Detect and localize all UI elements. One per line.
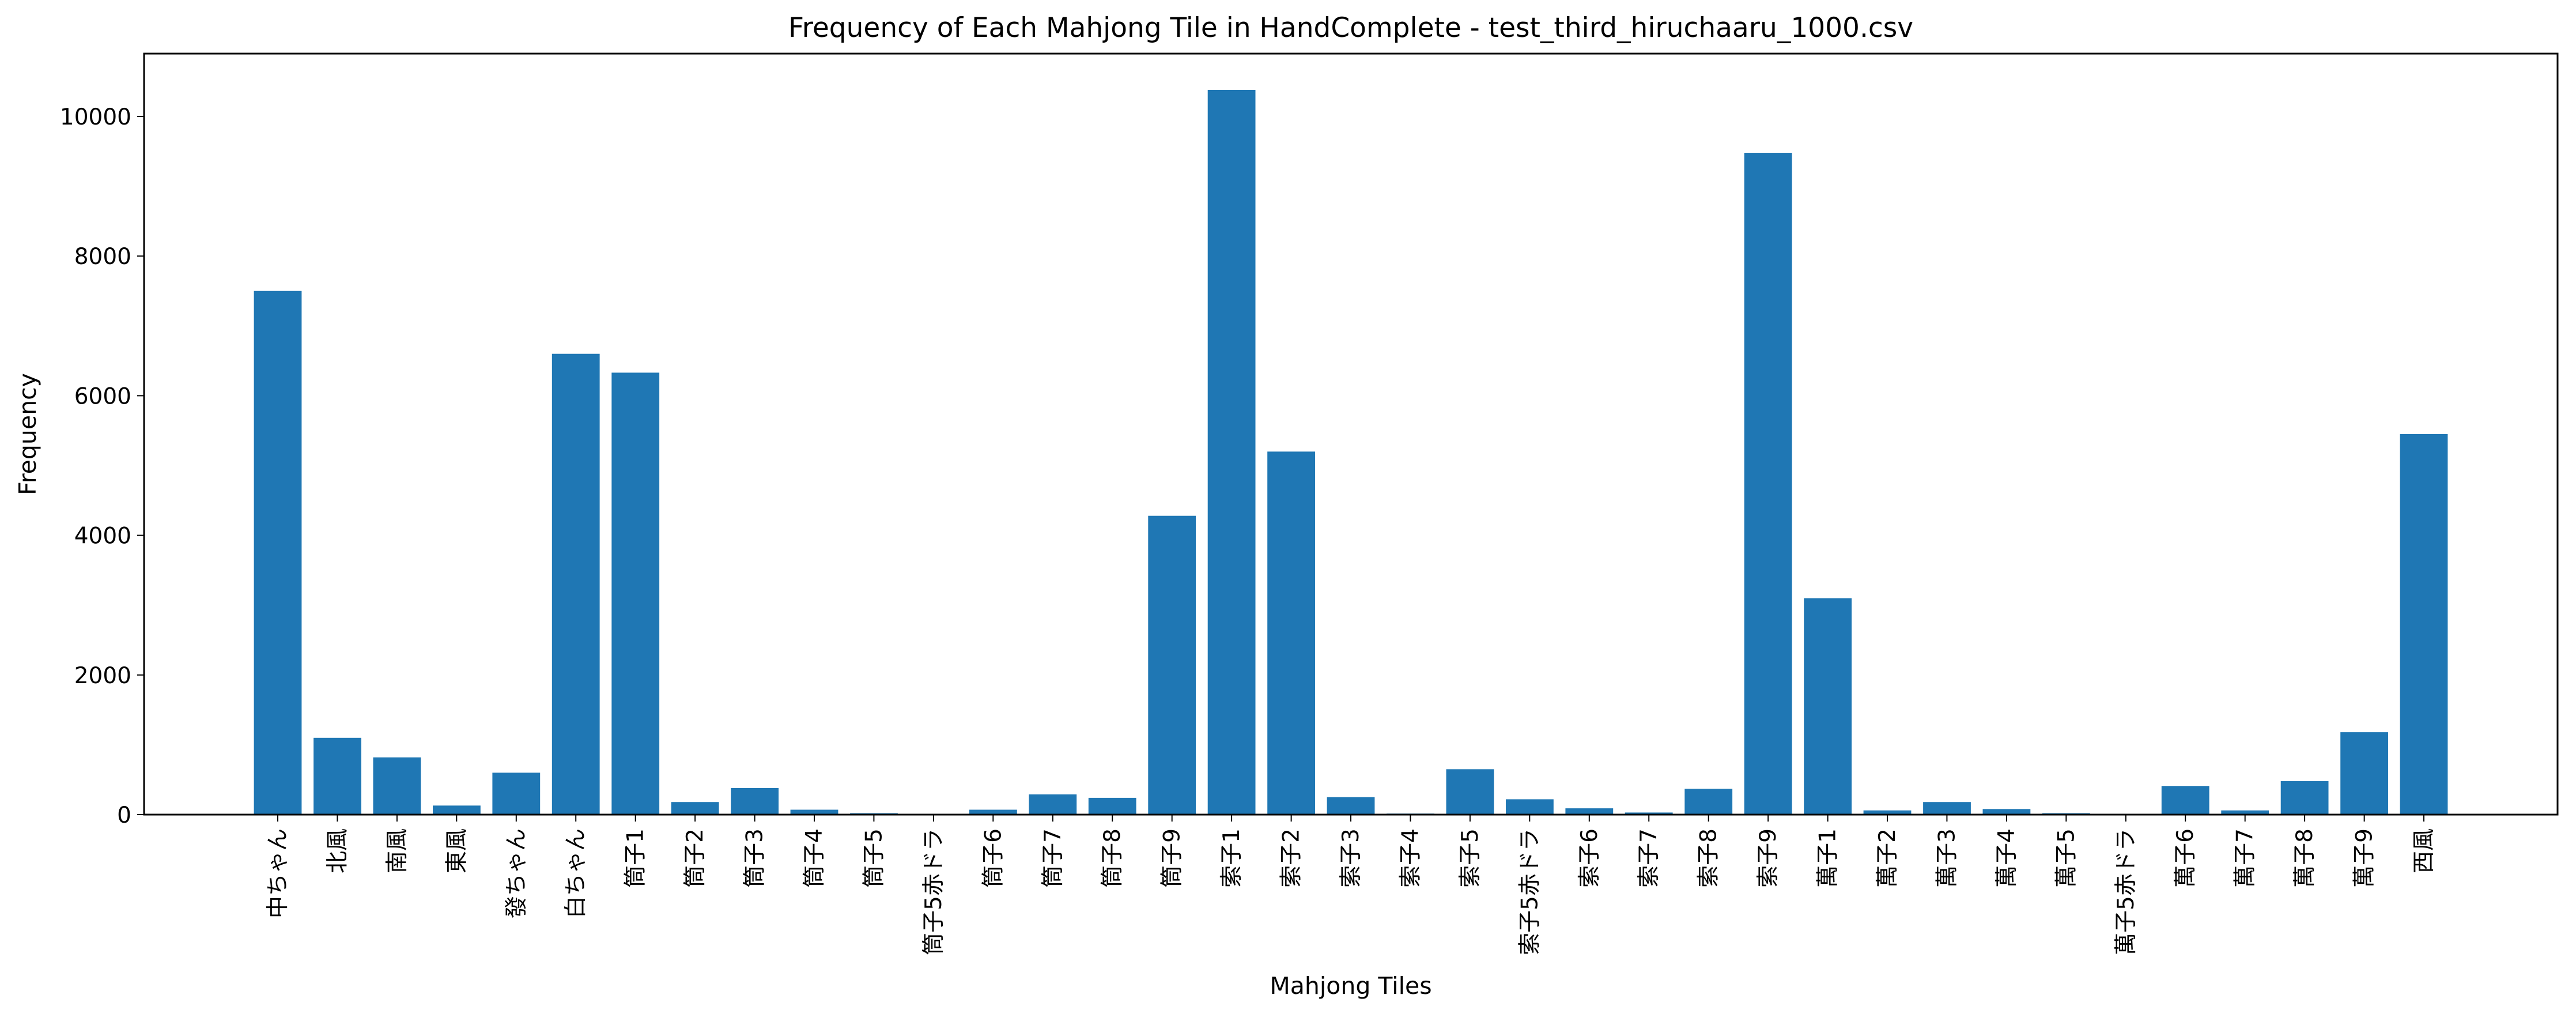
bar [1029, 794, 1077, 815]
y-tick-label: 0 [117, 803, 131, 828]
x-axis: 中ちゃん 北風 南風 東風 發ちゃん 白ちゃん 筒子1 筒子2 筒子3 筒子4 筒子5 筒子5赤ドラ 筒… [265, 815, 2437, 955]
bar [254, 291, 302, 815]
y-tick-label: 10000 [60, 104, 131, 130]
x-tick-label: 筒子6 [980, 828, 1006, 888]
bar [1207, 90, 1256, 815]
bar [1267, 451, 1315, 815]
x-tick-label: 索子7 [1636, 828, 1662, 888]
x-tick-label: 中ちゃん [265, 828, 291, 918]
bar [969, 809, 1017, 815]
bar [1863, 810, 1912, 815]
x-tick-label: 萬子6 [2173, 828, 2199, 888]
x-tick-label: 索子6 [1577, 828, 1603, 888]
x-tick-label: 筒子8 [1100, 828, 1125, 888]
bar [731, 788, 779, 815]
x-tick-label: 白ちゃん [563, 828, 589, 918]
bar [671, 802, 719, 815]
bar [313, 737, 361, 815]
bar [611, 372, 660, 815]
y-tick-label: 8000 [74, 244, 131, 270]
x-tick-label: 索子5赤ドラ [1517, 828, 1543, 955]
x-tick-label: 南風 [384, 828, 410, 873]
x-tick-label: 北風 [324, 828, 350, 873]
x-tick-label: 萬子9 [2352, 828, 2378, 888]
bar [1088, 797, 1136, 815]
x-tick-label: 筒子9 [1159, 828, 1185, 888]
x-tick-label: 發ちゃん [504, 828, 530, 918]
bar [2280, 781, 2329, 815]
x-tick-label: 筒子7 [1040, 828, 1066, 888]
x-tick-label: 筒子5赤ドラ [921, 828, 947, 955]
bar [790, 809, 838, 815]
x-tick-label: 筒子3 [742, 828, 768, 888]
x-tick-label: 筒子5 [861, 828, 887, 888]
bar [1625, 812, 1673, 815]
x-axis-label: Mahjong Tiles [1270, 972, 1431, 1000]
y-tick-label: 6000 [74, 383, 131, 409]
plot-frame [143, 52, 2559, 816]
bar [1506, 799, 1554, 815]
x-tick-label: 萬子4 [1994, 828, 2020, 888]
x-tick-label: 索子2 [1279, 828, 1305, 888]
bar [2221, 810, 2269, 815]
x-tick-label: 筒子1 [623, 828, 649, 888]
bar [1684, 789, 1733, 815]
bar [1923, 802, 1971, 815]
x-tick-label: 索子8 [1696, 828, 1722, 888]
bar [1327, 797, 1375, 815]
bar [1744, 153, 1792, 815]
x-tick-label: 萬子1 [1815, 828, 1841, 888]
bar [1148, 515, 1196, 815]
bar [1565, 808, 1614, 815]
x-tick-label: 萬子2 [1875, 828, 1901, 888]
y-axis: 0 2000 4000 6000 8000 10000 [60, 104, 144, 828]
x-tick-label: 筒子4 [802, 828, 828, 888]
x-tick-label: 索子4 [1397, 828, 1423, 888]
x-tick-label: 索子9 [1755, 828, 1781, 888]
x-tick-label: 東風 [444, 828, 470, 873]
bars-group [254, 90, 2448, 815]
bar [492, 773, 541, 815]
x-tick-label: 筒子2 [682, 828, 708, 888]
bar [1804, 598, 1852, 815]
bar [1982, 809, 2031, 815]
x-tick-label: 萬子5赤ドラ [2113, 828, 2139, 955]
x-tick-label: 西風 [2411, 828, 2437, 873]
x-tick-label: 索子3 [1338, 828, 1364, 888]
bar [552, 353, 600, 815]
y-tick-label: 2000 [74, 663, 131, 689]
bar [2400, 434, 2448, 815]
bar [1446, 769, 1494, 815]
y-tick-label: 4000 [74, 523, 131, 549]
bar [373, 757, 421, 815]
x-tick-label: 索子1 [1219, 828, 1245, 888]
chart-title: Frequency of Each Mahjong Tile in HandCo… [788, 12, 1913, 44]
bar [2340, 732, 2388, 815]
x-tick-label: 萬子8 [2292, 828, 2318, 888]
x-tick-label: 索子5 [1457, 828, 1483, 888]
y-axis-label: Frequency [14, 373, 41, 495]
x-tick-label: 萬子3 [1934, 828, 1960, 888]
x-tick-label: 萬子5 [2053, 828, 2079, 888]
bar [2161, 786, 2209, 815]
x-tick-label: 萬子7 [2233, 828, 2258, 888]
bar [433, 805, 481, 815]
